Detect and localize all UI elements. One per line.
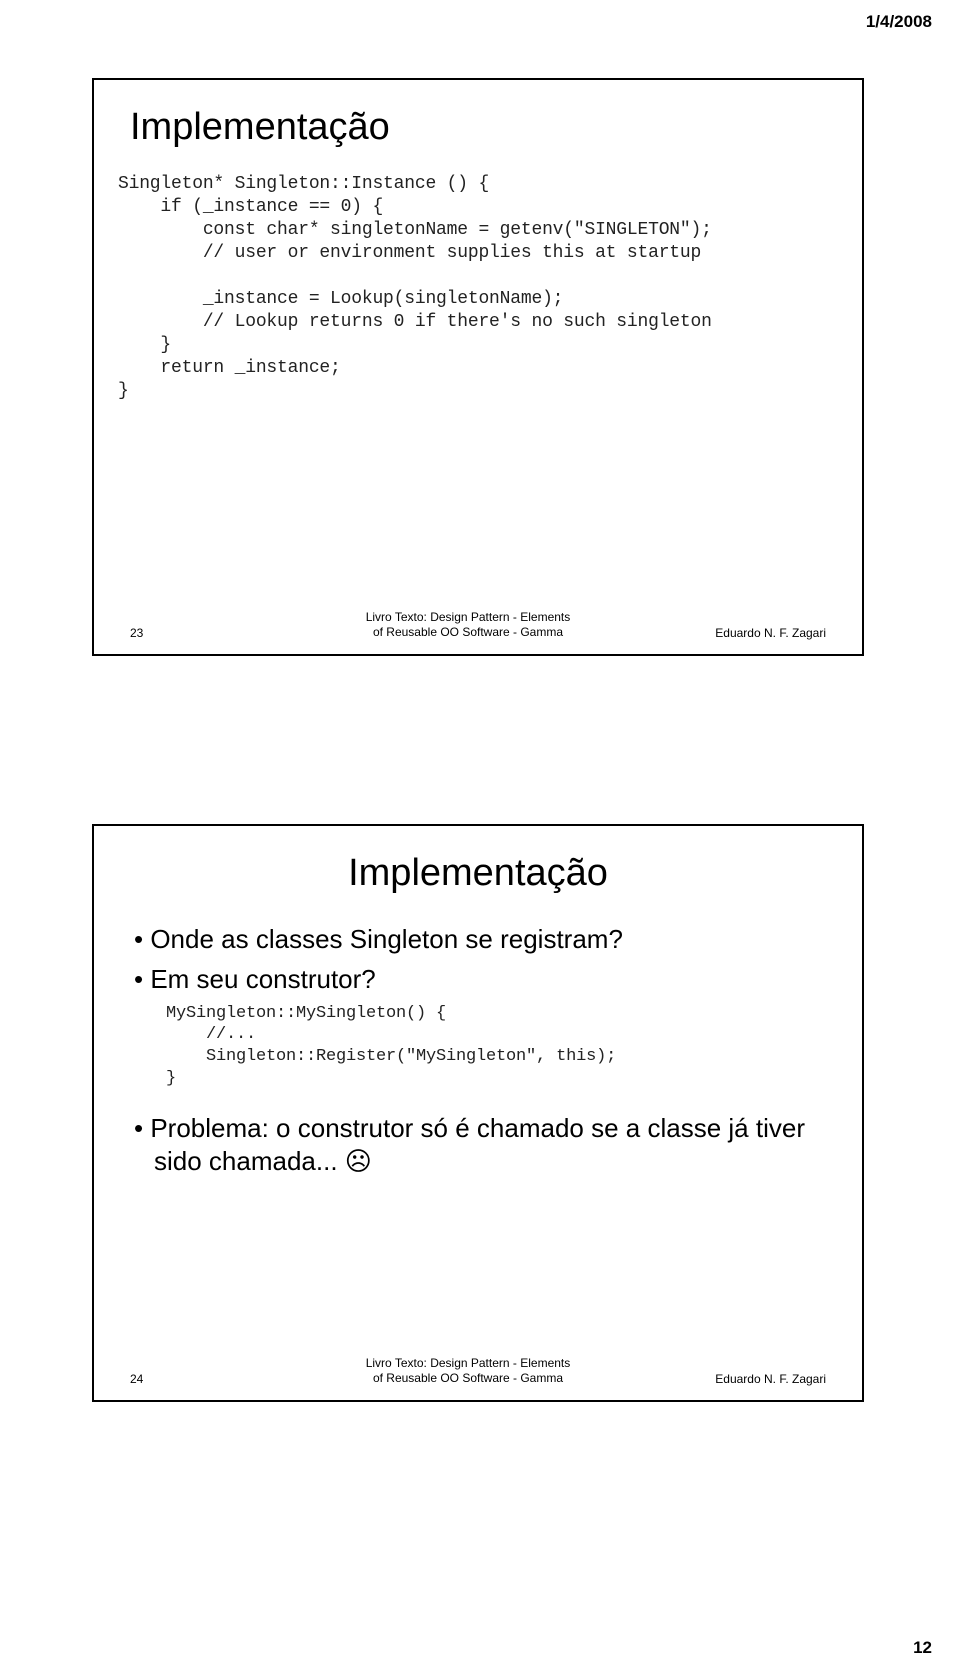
frown-icon: ☹ bbox=[345, 1146, 372, 1176]
slide-1-title: Implementação bbox=[130, 106, 826, 149]
slide-2-title: Implementação bbox=[130, 852, 826, 895]
slide-2-code: MySingleton::MySingleton() { //... Singl… bbox=[166, 1003, 826, 1090]
slide-1-code: Singleton* Singleton::Instance () { if (… bbox=[118, 173, 826, 403]
slide-1-ref-line2: of Reusable OO Software - Gamma bbox=[373, 625, 563, 639]
slide-2-bullet-1: Onde as classes Singleton se registram? bbox=[134, 923, 826, 957]
slide-2-bullet-3-text: Problema: o construtor só é chamado se a… bbox=[150, 1113, 805, 1177]
slide-1: Implementação Singleton* Singleton::Inst… bbox=[92, 78, 864, 656]
slide-1-reference: Livro Texto: Design Pattern - Elements o… bbox=[250, 610, 686, 640]
page-number: 12 bbox=[913, 1638, 932, 1658]
page-date: 1/4/2008 bbox=[866, 12, 932, 32]
slide-1-footer: 23 Livro Texto: Design Pattern - Element… bbox=[130, 610, 826, 640]
slide-2-bullets-top: Onde as classes Singleton se registram? … bbox=[130, 923, 826, 997]
slide-2-bullet-3: Problema: o construtor só é chamado se a… bbox=[134, 1112, 826, 1180]
slide-2: Implementação Onde as classes Singleton … bbox=[92, 824, 864, 1402]
slide-2-author: Eduardo N. F. Zagari bbox=[686, 1372, 826, 1386]
slide-2-footer: 24 Livro Texto: Design Pattern - Element… bbox=[130, 1356, 826, 1386]
slide-2-ref-line2: of Reusable OO Software - Gamma bbox=[373, 1371, 563, 1385]
slide-2-bullet-2: Em seu construtor? bbox=[134, 963, 826, 997]
slide-1-number: 23 bbox=[130, 626, 250, 640]
slide-1-author: Eduardo N. F. Zagari bbox=[686, 626, 826, 640]
slide-2-ref-line1: Livro Texto: Design Pattern - Elements bbox=[366, 1356, 571, 1370]
slide-2-reference: Livro Texto: Design Pattern - Elements o… bbox=[250, 1356, 686, 1386]
slide-1-ref-line1: Livro Texto: Design Pattern - Elements bbox=[366, 610, 571, 624]
slide-2-bullets-bottom: Problema: o construtor só é chamado se a… bbox=[130, 1112, 826, 1180]
slide-2-number: 24 bbox=[130, 1372, 250, 1386]
